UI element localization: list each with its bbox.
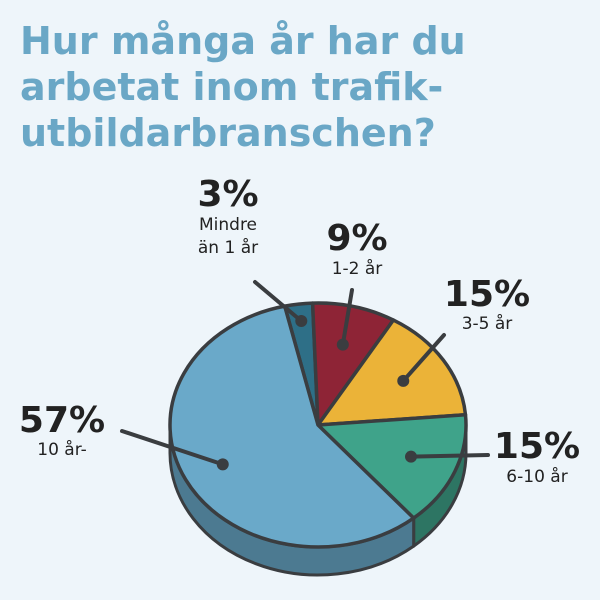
slice-label-line: 3-5 år bbox=[462, 313, 513, 334]
leader-line-3-5 bbox=[401, 333, 446, 383]
title-line-1: Hur många år har du bbox=[20, 19, 466, 63]
slice-label-line: 1-2 år bbox=[332, 258, 383, 279]
slice-pct: 9% bbox=[326, 218, 387, 259]
leader-line-1-2 bbox=[340, 288, 354, 347]
leader-dot-1-2 bbox=[336, 338, 349, 351]
slice-label-line: 10 år- bbox=[37, 439, 87, 460]
leader-line-less-than-1 bbox=[253, 280, 304, 323]
pie-slice-6-10 bbox=[316, 413, 468, 520]
slice-label-line: Mindre bbox=[199, 215, 257, 235]
slice-label-line: än 1 år bbox=[198, 237, 258, 258]
leader-line-10-plus bbox=[120, 429, 225, 467]
title-line-3: utbildarbranschen? bbox=[20, 111, 436, 155]
slice-label-10-plus: 57% 10 år- bbox=[19, 400, 105, 460]
slice-label-less-than-1: 3% Mindre än 1 år bbox=[197, 174, 258, 258]
slice-pct: 3% bbox=[197, 174, 258, 215]
leader-dot-10-plus bbox=[216, 458, 229, 471]
slice-pct: 15% bbox=[444, 274, 530, 315]
leader-dot-3-5 bbox=[397, 374, 410, 387]
pie-slices bbox=[168, 301, 468, 549]
slice-label-1-2: 9% 1-2 år bbox=[326, 218, 387, 279]
leader-dot-6-10 bbox=[405, 450, 418, 463]
leader-line-6-10 bbox=[409, 453, 490, 459]
slice-pct: 57% bbox=[19, 400, 105, 441]
slice-label-3-5: 15% 3-5 år bbox=[444, 274, 530, 334]
leader-dot-less-than-1 bbox=[295, 314, 308, 327]
pie-slice-10-plus bbox=[168, 304, 416, 549]
slice-label-line: 6-10 år bbox=[506, 466, 567, 487]
pie-slice-3-5 bbox=[316, 318, 468, 427]
slice-label-6-10: 15% 6-10 år bbox=[494, 426, 580, 487]
title-line-2: arbetat inom trafik- bbox=[20, 65, 444, 109]
slice-pct: 15% bbox=[494, 426, 580, 467]
leader-lines bbox=[120, 280, 490, 471]
chart-title: Hur många år har du arbetat inom trafik-… bbox=[20, 18, 580, 156]
